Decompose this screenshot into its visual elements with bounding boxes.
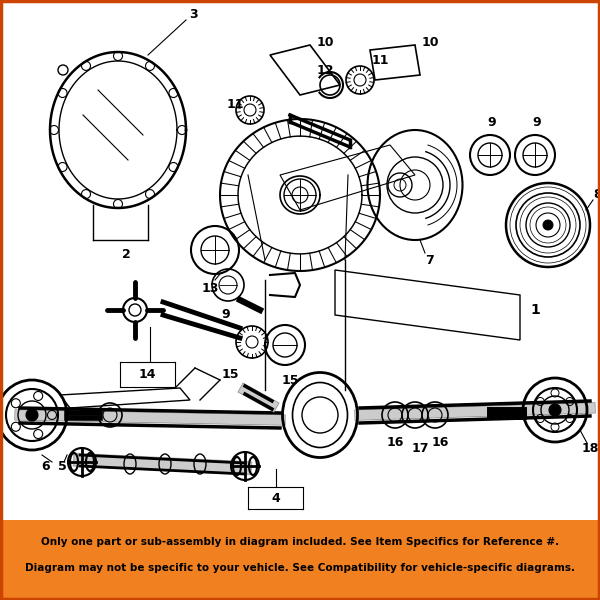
Text: 11: 11 xyxy=(371,53,389,67)
Text: 8: 8 xyxy=(593,188,600,202)
Text: 11: 11 xyxy=(226,98,244,112)
Text: 9: 9 xyxy=(488,116,496,130)
Text: 13: 13 xyxy=(202,281,218,295)
Text: 15: 15 xyxy=(281,373,299,386)
Text: 3: 3 xyxy=(188,8,197,22)
Text: 10: 10 xyxy=(316,35,334,49)
Text: 9: 9 xyxy=(221,308,230,322)
Text: 4: 4 xyxy=(272,491,280,505)
Text: 5: 5 xyxy=(58,461,67,473)
Text: 15: 15 xyxy=(221,367,239,380)
Circle shape xyxy=(549,404,561,416)
Text: Diagram may not be specific to your vehicle. See Compatibility for vehicle-speci: Diagram may not be specific to your vehi… xyxy=(25,563,575,573)
Text: 1: 1 xyxy=(530,303,540,317)
Text: 18: 18 xyxy=(581,442,599,455)
Text: 7: 7 xyxy=(425,253,434,266)
Text: 6: 6 xyxy=(41,461,50,473)
Text: 12: 12 xyxy=(316,64,334,76)
Text: 16: 16 xyxy=(431,437,449,449)
Text: 17: 17 xyxy=(411,442,429,455)
Text: 9: 9 xyxy=(533,116,541,130)
Text: Only one part or sub-assembly in diagram included. See Item Specifics for Refere: Only one part or sub-assembly in diagram… xyxy=(41,537,559,547)
FancyBboxPatch shape xyxy=(1,520,599,600)
Circle shape xyxy=(543,220,553,230)
Text: 14: 14 xyxy=(138,367,156,380)
Text: 16: 16 xyxy=(386,437,404,449)
Circle shape xyxy=(26,409,38,421)
Text: 2: 2 xyxy=(122,248,130,262)
Text: 10: 10 xyxy=(421,35,439,49)
